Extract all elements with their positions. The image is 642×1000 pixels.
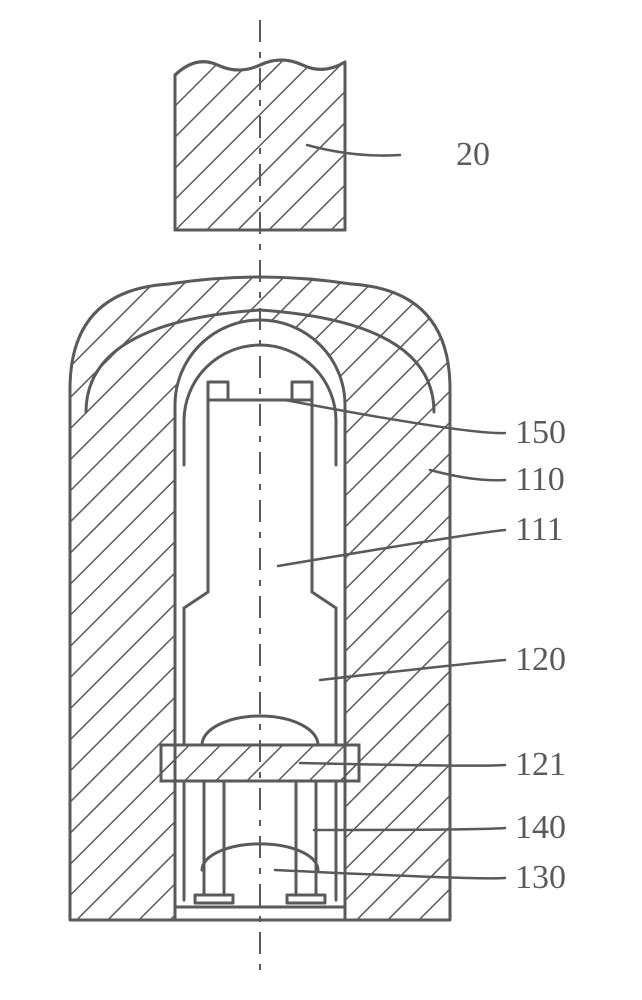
label-121: 121 [515,746,566,783]
label-140: 140 [515,809,566,846]
label-20: 20 [456,136,490,173]
top-block-20 [175,60,345,230]
piece-111-tab-left [208,382,228,400]
label-110: 110 [515,461,565,498]
piece-111-shoulder-l [184,592,208,608]
piece-111-tab-right [292,382,312,400]
post-140-left-foot [195,895,233,903]
label-120: 120 [515,641,566,678]
label-150: 150 [515,414,566,451]
label-130: 130 [515,859,566,896]
piece-111-shoulder-r [312,592,336,608]
post-140-right-foot [287,895,325,903]
label-111: 111 [515,511,563,548]
